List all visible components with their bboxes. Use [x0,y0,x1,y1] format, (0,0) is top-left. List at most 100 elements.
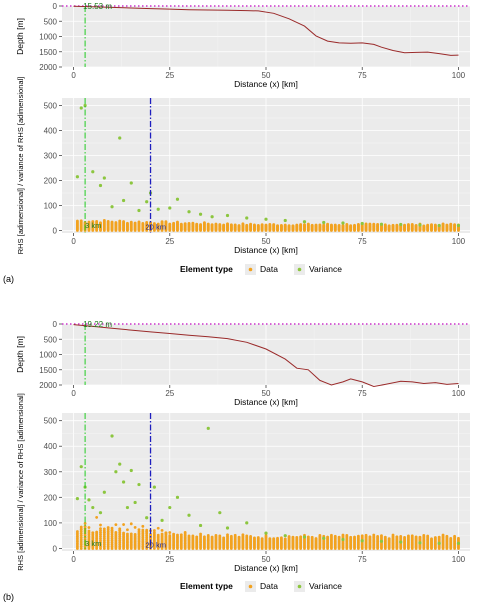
variance-point [137,482,141,487]
variance-point [245,521,249,525]
variance-point [168,206,172,210]
rhs-xtick-label: 75 [358,237,367,246]
depth-xtick-label: 0 [71,389,76,398]
data-point [160,220,164,224]
data-point [341,533,345,537]
data-point [391,223,395,227]
data-point [437,535,441,539]
data-point [102,547,106,550]
variance-point [175,495,180,499]
data-point [376,222,380,226]
data-point [118,537,122,541]
data-point [222,223,226,227]
data-point [152,531,156,534]
data-point [433,536,437,539]
data-point [106,547,110,550]
data-point [249,222,253,226]
legend-key-marker [297,267,302,272]
data-point [453,223,457,227]
data-point [356,534,360,538]
data-point [218,534,222,538]
data-point [287,535,291,538]
variance-point [118,462,122,466]
depth-xtick-label: 75 [358,389,367,398]
rhs-ytick-label: 500 [44,102,58,111]
data-point [399,534,403,538]
data-point [349,224,353,228]
data-point [79,540,83,544]
data-point [106,537,110,541]
data-point [330,533,333,537]
data-point [191,534,195,538]
data-point [260,537,264,541]
data-point [95,530,99,534]
data-point [214,222,218,226]
data-point [453,534,457,538]
data-point [156,533,160,537]
data-point [233,533,237,537]
data-point [441,222,445,226]
data-point [99,529,102,533]
data-point [110,526,114,530]
data-point [199,223,202,226]
data-point [264,223,268,227]
data-point [133,533,137,536]
data-point [110,534,114,538]
panel-label: (a) [3,274,14,284]
data-point [364,222,368,226]
data-point [176,533,179,537]
depth-ytick-label: 500 [44,17,58,26]
rhs-ytick-label: 400 [44,442,58,451]
data-point [433,223,437,227]
data-point [106,526,110,529]
data-point [141,524,145,528]
data-point [445,534,449,538]
variance-point [245,216,249,220]
data-point [383,223,387,227]
data-point [99,545,102,548]
data-point [422,534,426,537]
variance-point [129,181,133,185]
data-point [195,535,199,539]
data-point [160,528,164,532]
variance-point [360,539,364,543]
rhs-vline-green-label: 3 km [85,221,101,230]
variance-point [118,136,122,140]
data-point [295,223,299,227]
rhs-ytick-label: 300 [44,152,58,161]
data-point [206,534,210,537]
data-point [172,532,176,536]
variance-point [75,175,79,179]
depth-xlabel: Distance (x) [km] [234,79,298,89]
data-point [430,537,433,541]
data-point [407,534,410,538]
data-point [106,543,110,547]
data-point [241,222,245,226]
variance-point [206,426,210,430]
data-point [118,535,122,539]
data-point [118,531,122,535]
data-point [183,222,187,225]
depth-xtick-label: 50 [262,71,271,80]
rhs-xlabel: Distance (x) [km] [234,563,298,573]
data-point [87,526,91,529]
variance-point [283,534,287,538]
variance-point [399,222,403,227]
data-point [256,224,260,227]
data-point [337,535,341,539]
data-point [118,219,122,223]
variance-point [79,106,83,110]
data-point [102,541,106,544]
rhs-ytick-label: 300 [44,468,58,477]
rhs-ytick-label: 200 [44,493,58,502]
data-point [245,534,249,538]
data-point [210,223,214,227]
data-point [407,223,410,226]
data-point [229,534,233,538]
variance-point [91,170,95,174]
data-point [110,220,114,224]
data-point [102,539,106,543]
data-point [106,533,110,537]
data-point [145,220,149,224]
